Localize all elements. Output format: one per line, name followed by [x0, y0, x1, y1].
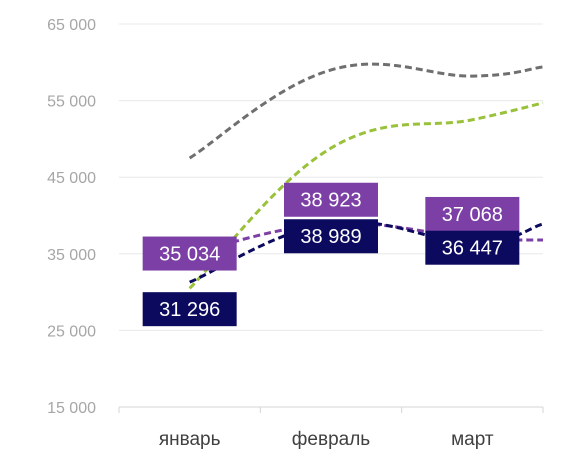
data-label: 36 447 — [442, 238, 503, 260]
data-labels: 35 034 38 923 37 068 31 296 38 989 36 447 — [142, 182, 520, 327]
data-label: 31 296 — [159, 299, 220, 321]
data-label: 38 989 — [300, 226, 361, 248]
y-tick-label: 25 000 — [47, 323, 96, 340]
data-label-box — [425, 196, 520, 231]
data-label: 38 923 — [300, 190, 361, 212]
y-axis: 15 000 25 000 35 000 45 000 55 000 65 000 — [47, 17, 96, 417]
x-tick-label: январь — [159, 429, 221, 450]
y-tick-label: 55 000 — [47, 94, 96, 111]
x-axis: январь февраль март — [118, 407, 544, 450]
data-label: 35 034 — [159, 244, 220, 266]
y-tick-label: 35 000 — [47, 247, 96, 264]
data-label-box — [425, 230, 520, 265]
y-tick-label: 65 000 — [47, 17, 96, 34]
x-tick-label: февраль — [292, 429, 371, 450]
x-tick-label: март — [451, 429, 494, 450]
y-tick-label: 45 000 — [47, 170, 96, 187]
series-line-green — [188, 101, 544, 290]
data-label-box — [284, 182, 378, 217]
data-label-box — [142, 292, 237, 327]
y-tick-label: 15 000 — [47, 400, 96, 417]
data-label: 37 068 — [442, 204, 503, 226]
series-line-gray — [188, 62, 544, 160]
data-label-box — [284, 219, 378, 254]
data-label-box — [142, 236, 237, 271]
